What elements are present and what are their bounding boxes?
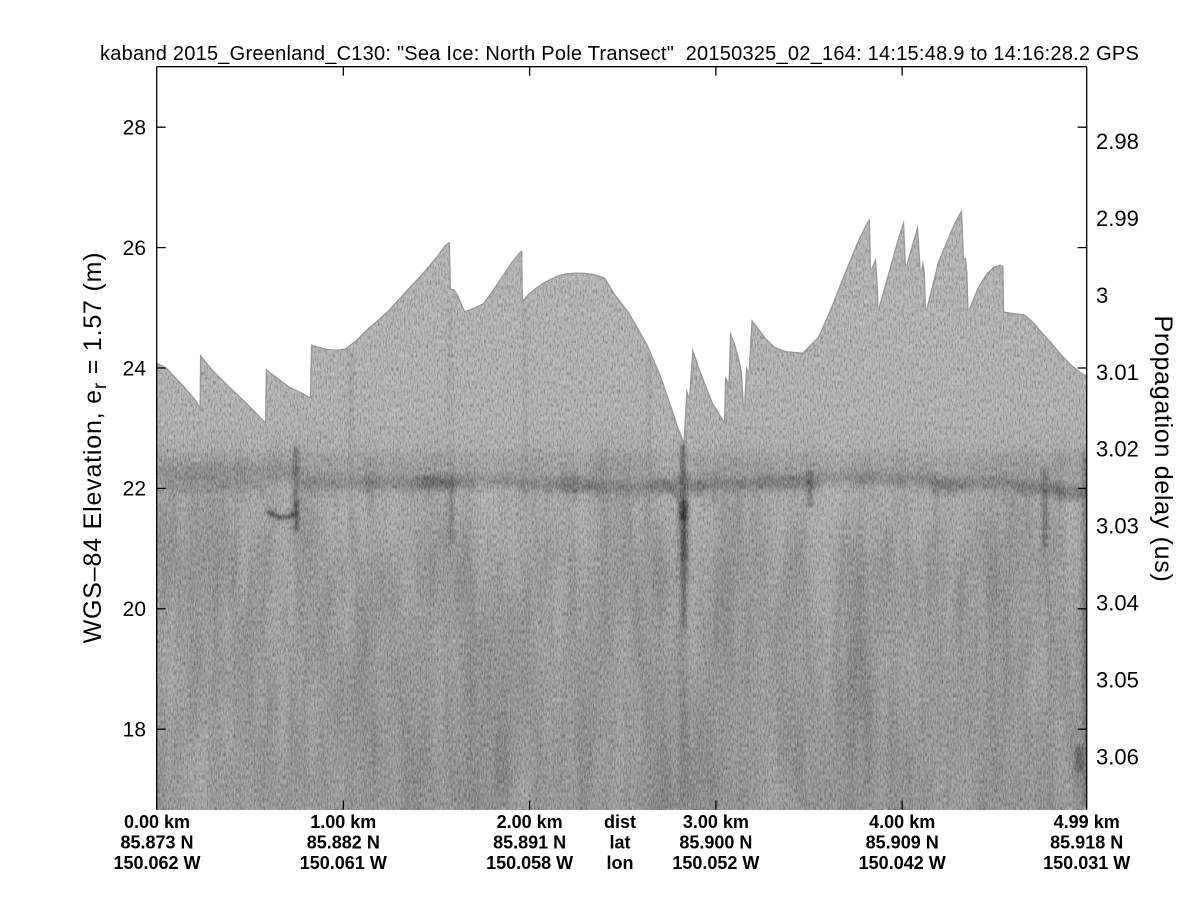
svg-text:85.918 N: 85.918 N xyxy=(1050,833,1123,853)
svg-text:18: 18 xyxy=(123,719,146,742)
svg-text:150.061 W: 150.061 W xyxy=(300,853,387,873)
svg-text:26: 26 xyxy=(123,237,146,260)
svg-text:3.06: 3.06 xyxy=(1096,744,1139,769)
svg-text:22: 22 xyxy=(123,478,146,501)
svg-text:3.04: 3.04 xyxy=(1096,591,1139,616)
svg-text:85.909 N: 85.909 N xyxy=(866,833,939,853)
svg-text:150.062 W: 150.062 W xyxy=(113,853,200,873)
svg-text:2.00 km: 2.00 km xyxy=(497,812,563,832)
svg-text:85.882 N: 85.882 N xyxy=(307,833,380,853)
svg-text:4.99 km: 4.99 km xyxy=(1054,812,1120,832)
svg-text:kaband 2015_Greenland_C130: "S: kaband 2015_Greenland_C130: "Sea Ice: No… xyxy=(100,43,1139,65)
svg-text:2.98: 2.98 xyxy=(1096,129,1139,154)
svg-text:28: 28 xyxy=(123,117,146,140)
svg-text:lat: lat xyxy=(609,833,630,853)
svg-text:150.031 W: 150.031 W xyxy=(1043,853,1130,873)
svg-text:4.00 km: 4.00 km xyxy=(869,812,935,832)
svg-text:0.00 km: 0.00 km xyxy=(124,812,190,832)
svg-text:150.052 W: 150.052 W xyxy=(672,853,759,873)
svg-text:24: 24 xyxy=(123,357,147,380)
svg-text:85.900 N: 85.900 N xyxy=(679,833,752,853)
svg-text:20: 20 xyxy=(123,598,146,621)
svg-text:3.00 km: 3.00 km xyxy=(683,812,749,832)
svg-text:3.03: 3.03 xyxy=(1096,514,1139,539)
svg-text:3: 3 xyxy=(1096,283,1108,308)
svg-text:1.00 km: 1.00 km xyxy=(310,812,376,832)
svg-text:85.873 N: 85.873 N xyxy=(120,833,193,853)
svg-text:3.02: 3.02 xyxy=(1096,437,1139,462)
svg-text:150.042 W: 150.042 W xyxy=(859,853,946,873)
svg-text:dist: dist xyxy=(604,812,636,832)
svg-text:Propagation delay (us): Propagation delay (us) xyxy=(1149,316,1177,583)
svg-text:3.01: 3.01 xyxy=(1096,360,1139,385)
svg-text:WGS–84 Elevation, er = 1.57 (m: WGS–84 Elevation, er = 1.57 (m) xyxy=(79,252,111,644)
svg-text:3.05: 3.05 xyxy=(1096,667,1139,692)
svg-text:2.99: 2.99 xyxy=(1096,206,1139,231)
svg-text:85.891 N: 85.891 N xyxy=(493,833,566,853)
svg-text:150.058 W: 150.058 W xyxy=(486,853,573,873)
svg-text:lon: lon xyxy=(607,853,634,873)
